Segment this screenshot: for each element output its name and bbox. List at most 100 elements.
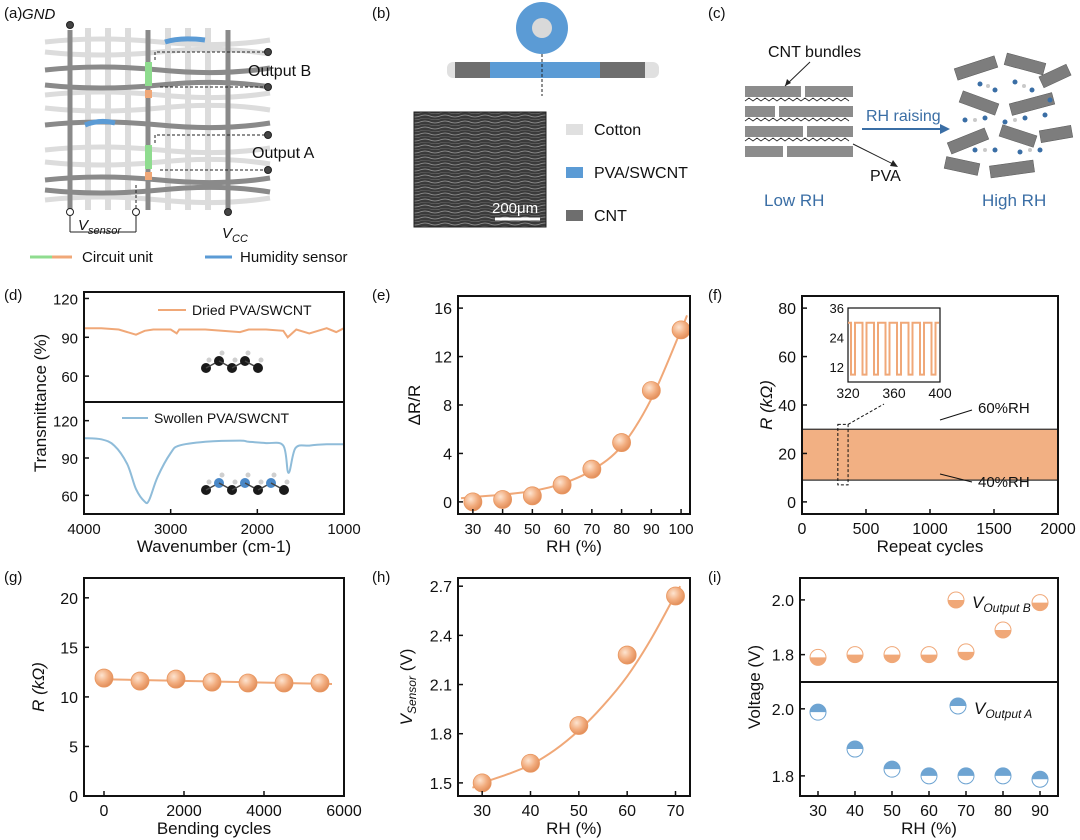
x-tick-label: 70 <box>667 803 685 820</box>
y-tick-label: 90 <box>61 451 78 468</box>
x-tick-label: 90 <box>643 521 660 538</box>
output-b-point-fill <box>847 654 863 663</box>
panel-e: (e) 30 40 50 60 70 80 90 100 0 4 8 12 16 RH (%) ΔR/R <box>372 287 694 556</box>
legend-circuit-unit: Circuit unit <box>82 249 154 266</box>
molecule-h-atom <box>206 357 212 363</box>
gnd-label: GND <box>22 6 56 23</box>
legend-pva-swcnt: PVA/SWCNT <box>594 165 688 182</box>
y-axis-label: Transmittance (%) <box>31 334 50 472</box>
data-point <box>493 490 513 509</box>
x-tick-label: 1000 <box>327 521 360 538</box>
inset-x-tick-label: 320 <box>836 385 860 401</box>
rh-raising-arrow <box>940 124 950 134</box>
x-tick-label: 60 <box>920 803 938 820</box>
data-point <box>238 673 258 693</box>
annotation-60rh: 60%RH <box>978 400 1030 417</box>
output-a-point-fill <box>995 767 1011 776</box>
x-tick-label: 80 <box>613 521 630 538</box>
dried-spectrum-line <box>84 327 345 339</box>
legend-output-b-marker-fill <box>948 600 964 608</box>
x-tick-label: 30 <box>473 803 491 820</box>
molecule-h-atom <box>284 479 290 485</box>
data-point <box>274 673 294 693</box>
output-a-point-fill <box>958 767 974 776</box>
y-axis-label-sub: Sensor <box>405 675 419 714</box>
sem-image <box>414 112 546 227</box>
inset-y-tick-label: 12 <box>830 360 844 375</box>
output-a-point-fill <box>847 741 863 750</box>
x-tick-label: 70 <box>584 521 601 538</box>
y-tick-label: 120 <box>53 414 78 431</box>
molecule-h-atom <box>219 350 225 356</box>
data-point <box>166 669 186 689</box>
panel-h-label: (h) <box>372 569 390 586</box>
panel-h: (h) 30 40 50 60 70 1.5 1.8 2.1 2.4 2.7 RH (%) VSens… <box>372 569 691 838</box>
zoom-box <box>837 423 849 486</box>
x-tick-label: 50 <box>883 803 901 820</box>
panel-e-label: (e) <box>372 287 390 304</box>
output-a-point-fill <box>884 761 900 770</box>
x-tick-label: 2000 <box>166 803 202 820</box>
panel-d: (d) 4000 3000 2000 1000 60 90 120 60 90 120 Dried … <box>4 287 361 556</box>
panel-a-label: (a) <box>4 5 22 22</box>
x-axis-label: RH (%) <box>546 819 602 838</box>
x-tick-label: 40 <box>522 803 540 820</box>
y-tick-label: 10 <box>60 690 78 707</box>
output-b-point-fill <box>810 657 826 666</box>
output-a-point-fill <box>810 704 826 713</box>
fiber-pva-swcnt <box>490 62 600 78</box>
data-point <box>521 753 540 773</box>
cnt-bundles-label: CNT bundles <box>768 44 861 61</box>
legend-cotton-swatch <box>566 124 583 135</box>
y-tick-label: 90 <box>61 330 78 347</box>
fit-curve <box>460 315 688 500</box>
low-rh-label: Low RH <box>764 191 824 210</box>
annotation-40rh: 40%RH <box>978 474 1030 491</box>
x-tick-label: 40 <box>846 803 864 820</box>
x-tick-label: 2000 <box>1040 521 1076 538</box>
output-b-point-fill <box>958 651 974 660</box>
x-tick-label: 0 <box>100 803 109 820</box>
x-tick-label: 30 <box>809 803 827 820</box>
y-tick-label: 0 <box>443 495 452 512</box>
x-axis-label: Wavenumber (cm-1) <box>137 537 291 556</box>
panel-c-label: (c) <box>708 5 726 22</box>
y-tick-label: 12 <box>434 350 452 367</box>
y-axis-label: VSensor (V) <box>397 649 419 726</box>
y-tick-label: 40 <box>778 398 796 415</box>
y-axis-label-main: V <box>397 712 416 725</box>
x-axis-label: Repeat cycles <box>877 537 984 556</box>
legend-cnt: CNT <box>594 208 627 225</box>
y-tick-label: 8 <box>443 398 452 415</box>
fit-curve <box>472 585 682 789</box>
molecule-h-atom <box>271 472 277 478</box>
x-tick-label: 1000 <box>912 521 948 538</box>
y-tick-label: 60 <box>778 350 796 367</box>
data-point <box>671 320 691 340</box>
y-tick-label: 60 <box>61 488 78 505</box>
data-point <box>641 381 661 400</box>
y-tick-label: 60 <box>61 369 78 386</box>
legend-output-a-sub: Output A <box>985 707 1032 721</box>
data-point <box>202 672 222 692</box>
output-b-label: Output B <box>248 63 311 80</box>
output-b-point-fill <box>884 654 900 663</box>
y-tick-label: 15 <box>60 640 78 657</box>
output-b-point-fill <box>921 654 937 663</box>
x-tick-label: 70 <box>957 803 975 820</box>
y-tick-label: 1.8 <box>772 769 794 786</box>
scale-bar-label: 200μm <box>492 200 538 217</box>
y-axis-label: ΔR/R <box>405 385 424 426</box>
molecule-h-atom <box>245 472 251 478</box>
x-tick-label: 4000 <box>67 521 100 538</box>
data-point <box>582 459 602 479</box>
data-point <box>617 645 637 665</box>
y-tick-label: 5 <box>69 739 78 756</box>
annotation-60rh-arrow <box>939 409 973 421</box>
legend-output-b-sub: Output B <box>983 601 1030 615</box>
data-point <box>310 673 330 693</box>
y-tick-label: 2.7 <box>430 579 452 596</box>
output-b-point-fill <box>995 630 1011 638</box>
x-tick-label: 3000 <box>154 521 187 538</box>
